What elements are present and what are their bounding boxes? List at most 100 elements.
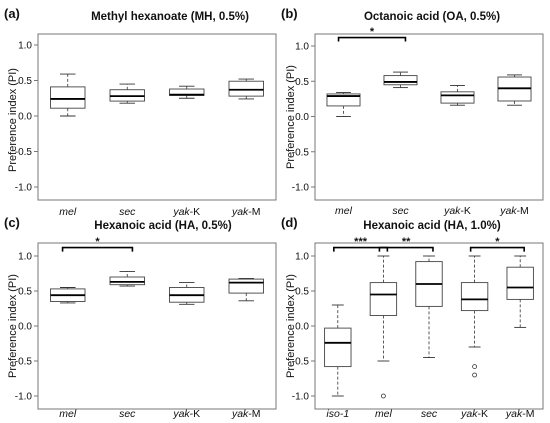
x-category-label: yak-K <box>443 205 471 217</box>
x-category-label: yak-K <box>172 408 200 420</box>
significance-bracket: * <box>61 236 134 252</box>
plot-area-1: 1.0 0.5 0.0 -0.5 -1.0 mel sec yak-K yak-M <box>15 41 264 218</box>
panel-title: Octanoic acid (OA, 0.5%) <box>364 11 500 23</box>
iqr-box <box>228 80 264 97</box>
x-category-label: mel <box>375 408 393 420</box>
panel-b: (b) Octanoic acid (OA, 0.5%) Preference … <box>281 6 544 201</box>
significance-label: * <box>495 236 500 248</box>
bracket-line <box>469 246 525 252</box>
plot-frame <box>314 33 544 201</box>
plot-frame <box>37 242 277 410</box>
iqr-box <box>460 282 489 312</box>
box-4 <box>460 255 489 378</box>
outlier-point <box>472 372 478 378</box>
x-category-label: sec <box>421 408 438 420</box>
y-tick-label: 0.0 <box>295 322 309 333</box>
box-3 <box>440 85 475 106</box>
significance-bracket: ** <box>378 236 434 252</box>
panel-a: (a) Methyl hexanoate (MH, 0.5%) Preferen… <box>4 6 277 201</box>
box-4 <box>497 74 532 106</box>
significance-bracket: * <box>337 26 407 42</box>
iqr-box <box>440 91 475 104</box>
x-category-label: sec <box>119 206 136 218</box>
box-1 <box>50 73 86 117</box>
y-tick-label: 0.0 <box>18 112 32 123</box>
panel-letter: (d) <box>281 215 298 230</box>
y-tick-label: 0.5 <box>18 76 32 87</box>
panel-letter: (c) <box>4 215 20 230</box>
box-2 <box>109 83 145 104</box>
box-2 <box>109 270 145 287</box>
box-4 <box>228 78 264 100</box>
x-category-label: mel <box>59 408 77 420</box>
y-tick-label: 0.5 <box>295 287 309 298</box>
iqr-box <box>109 276 145 286</box>
iqr-box <box>324 327 352 368</box>
significance-bracket: * <box>469 236 525 252</box>
panel-d: (d) Hexanoic acid (HA, 1.0%) Preference … <box>281 215 544 410</box>
iqr-box <box>383 75 418 86</box>
y-tick-label: 0.0 <box>295 112 309 123</box>
panel-title: Hexanoic acid (HA, 0.5%) <box>94 220 232 232</box>
outlier-point <box>472 364 478 370</box>
box-3 <box>169 85 205 99</box>
plot-frame <box>37 33 277 201</box>
iqr-box <box>326 93 361 107</box>
x-category-label: yak-K <box>460 408 488 420</box>
significance-label: ** <box>402 236 411 248</box>
outlier-point <box>380 393 386 399</box>
x-category-label: iso-1 <box>326 408 349 420</box>
y-tick-label: -1.0 <box>292 183 310 194</box>
box-3 <box>415 255 443 358</box>
y-tick-label: 0.0 <box>18 322 32 333</box>
y-tick-label: -0.5 <box>15 147 33 158</box>
box-1 <box>324 304 352 397</box>
y-tick-label: -1.0 <box>292 392 310 403</box>
box-3 <box>169 282 205 305</box>
box-1 <box>326 92 361 117</box>
plot-area-3: 1.0 0.5 0.0 -0.5 -1.0 mel sec yak-K yak-M * <box>15 236 264 420</box>
y-tick-label: -1.0 <box>15 392 33 403</box>
significance-label: * <box>95 236 100 248</box>
significance-bracket: *** <box>333 236 389 252</box>
x-category-label: yak-M <box>505 408 535 420</box>
box-1 <box>50 287 86 304</box>
bracket-line <box>333 246 389 252</box>
panel-c: (c) Hexanoic acid (HA, 0.5%) Preference … <box>4 215 277 410</box>
iqr-box <box>228 278 264 294</box>
y-axis-label: Preference index (PI) <box>285 274 297 378</box>
significance-label: * <box>370 26 375 38</box>
bracket-line <box>61 246 134 252</box>
y-tick-label: 0.5 <box>18 287 32 298</box>
y-axis-label: Preference index (PI) <box>7 274 19 378</box>
plot-area-2: 1.0 0.5 0.0 -0.5 -1.0 mel sec yak-K yak-M * <box>292 26 532 217</box>
y-tick-label: -0.5 <box>292 147 310 158</box>
y-tick-label: -0.5 <box>292 357 310 368</box>
x-category-label: sec <box>119 408 136 420</box>
panel-title: Methyl hexanoate (MH, 0.5%) <box>91 11 249 23</box>
x-category-label: mel <box>59 206 77 218</box>
iqr-box <box>50 86 86 109</box>
y-tick-label: 1.0 <box>18 252 32 263</box>
panel-letter: (b) <box>281 6 298 21</box>
y-axis-label: Preference index (PI) <box>7 68 19 172</box>
y-tick-label: -1.0 <box>15 183 33 194</box>
y-tick-label: 1.0 <box>295 252 309 263</box>
bracket-line <box>337 36 407 42</box>
x-category-label: mel <box>335 205 353 217</box>
y-tick-label: 1.0 <box>295 42 309 53</box>
box-2 <box>369 255 398 399</box>
box-2 <box>383 71 418 89</box>
box-4 <box>228 277 264 302</box>
panel-letter: (a) <box>4 6 20 21</box>
panel-title: Hexanoic acid (HA, 1.0%) <box>363 220 501 232</box>
iqr-box <box>506 266 534 300</box>
y-axis-label: Preference index (PI) <box>285 65 297 169</box>
x-category-label: yak-K <box>172 206 200 218</box>
x-category-label: yak-M <box>499 205 529 217</box>
x-category-label: yak-M <box>231 206 261 218</box>
bracket-line <box>378 246 434 252</box>
box-5 <box>506 255 534 328</box>
